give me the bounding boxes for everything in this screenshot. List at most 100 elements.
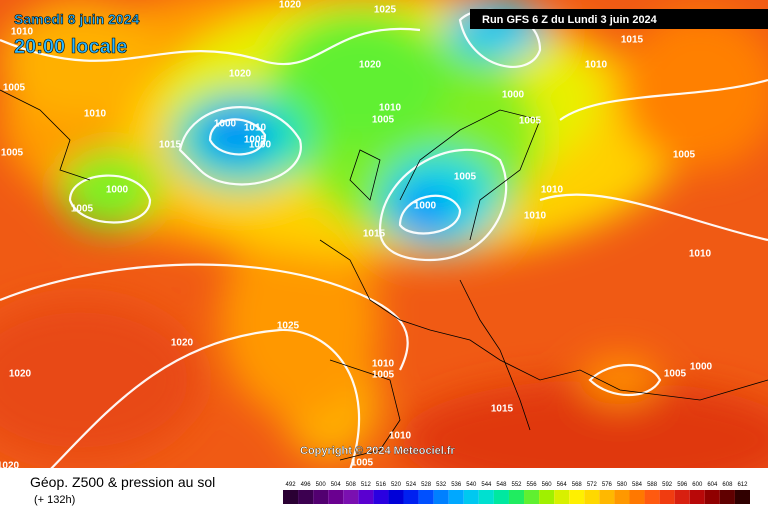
isobar-label: 1015 bbox=[621, 35, 644, 46]
scale-swatch bbox=[343, 490, 359, 504]
scale-label: 492 bbox=[286, 482, 297, 488]
scale-swatch bbox=[433, 490, 449, 504]
scale-label: 608 bbox=[722, 482, 733, 488]
scale-label: 580 bbox=[617, 482, 628, 488]
scale-label: 508 bbox=[346, 482, 357, 488]
isobars bbox=[0, 8, 768, 481]
isobar-labels: 1025102010151010100510101005101510201020… bbox=[0, 0, 713, 472]
isobar-label: 1005 bbox=[351, 458, 374, 469]
scale-label: 528 bbox=[421, 482, 432, 488]
footer-lead: (+ 132h) bbox=[34, 494, 75, 506]
scale-swatch bbox=[298, 490, 314, 504]
scale-label: 592 bbox=[662, 482, 673, 488]
scale-label: 596 bbox=[677, 482, 688, 488]
isobar-label: 1000 bbox=[214, 119, 237, 130]
isobar-label: 1020 bbox=[9, 369, 32, 380]
color-scale: 492 496 500 504 508 512 516 520 524 528 532 536 540 5… bbox=[283, 482, 750, 504]
scale-swatch bbox=[719, 490, 735, 504]
scale-swatch bbox=[448, 490, 464, 504]
scale-label: 564 bbox=[557, 482, 568, 488]
isobar-label: 1010 bbox=[244, 123, 267, 134]
run-info: Run GFS 6 Z du Lundi 3 juin 2024 bbox=[482, 14, 658, 26]
scale-swatch bbox=[554, 490, 570, 504]
scale-swatch bbox=[313, 490, 329, 504]
isobar-label: 1020 bbox=[171, 338, 194, 349]
scale-swatch bbox=[508, 490, 525, 504]
scale-swatch bbox=[659, 490, 675, 504]
isobar-label: 1005 bbox=[454, 172, 477, 183]
scale-label: 500 bbox=[316, 482, 327, 488]
isobar-label: 1000 bbox=[106, 185, 129, 196]
scale-swatch bbox=[689, 490, 705, 504]
isobar-label: 1005 bbox=[372, 370, 395, 381]
scale-swatch bbox=[403, 490, 419, 504]
scale-swatch bbox=[418, 490, 434, 504]
scale-label: 576 bbox=[602, 482, 613, 488]
scale-label: 548 bbox=[496, 482, 507, 488]
coastlines bbox=[0, 89, 768, 461]
scale-label: 568 bbox=[572, 482, 583, 488]
scale-swatch bbox=[734, 490, 750, 504]
isobar-label: 1005 bbox=[3, 83, 26, 94]
isobar-label: 1010 bbox=[524, 211, 547, 222]
scale-label: 536 bbox=[451, 482, 462, 488]
scale-swatch bbox=[283, 490, 299, 504]
isobar-label: 1010 bbox=[11, 27, 34, 38]
isobar-label: 1015 bbox=[363, 229, 386, 240]
scale-swatch bbox=[629, 490, 645, 504]
scale-label: 516 bbox=[376, 482, 387, 488]
scale-label: 544 bbox=[481, 482, 492, 488]
isobar-label: 1020 bbox=[359, 60, 382, 71]
isobar-label: 1025 bbox=[374, 5, 397, 16]
scale-swatch bbox=[704, 490, 720, 504]
isobar-label: 1010 bbox=[389, 431, 412, 442]
isobar-label: 1010 bbox=[689, 249, 712, 260]
isobar-label: 1015 bbox=[159, 140, 182, 151]
scale-label: 512 bbox=[361, 482, 372, 488]
forecast-time: 20:00 locale bbox=[14, 36, 127, 58]
scale-label: 552 bbox=[511, 482, 522, 488]
scale-label: 588 bbox=[647, 482, 658, 488]
scale-label: 560 bbox=[542, 482, 553, 488]
scale-label: 540 bbox=[466, 482, 477, 488]
geopotential-field bbox=[0, 0, 768, 500]
isobar-label: 1010 bbox=[379, 103, 402, 114]
scale-swatch bbox=[373, 490, 389, 504]
scale-swatch bbox=[539, 490, 555, 504]
isobar-label: 1015 bbox=[491, 404, 514, 415]
isobar-label: 1005 bbox=[673, 150, 696, 161]
scale-swatch bbox=[584, 490, 600, 504]
isobar-label: 1010 bbox=[541, 185, 564, 196]
scale-label: 504 bbox=[331, 482, 342, 488]
isobar-label: 1020 bbox=[0, 461, 20, 472]
scale-swatch bbox=[674, 490, 690, 504]
isobar-label: 1005 bbox=[664, 369, 687, 380]
isobar-label: 1005 bbox=[71, 204, 94, 215]
scale-swatch bbox=[328, 490, 344, 504]
isobar-label: 1000 bbox=[414, 201, 437, 212]
scale-swatch bbox=[358, 490, 374, 504]
isobar-label: 1005 bbox=[1, 148, 24, 159]
copyright: Copyright © 2024 Meteociel.fr bbox=[300, 445, 456, 457]
scale-label: 604 bbox=[707, 482, 718, 488]
isobar-label: 1020 bbox=[279, 0, 302, 11]
scale-label: 520 bbox=[391, 482, 402, 488]
scale-swatch bbox=[569, 490, 585, 504]
scale-label: 572 bbox=[587, 482, 598, 488]
scale-swatch bbox=[493, 490, 509, 504]
scale-label: 524 bbox=[406, 482, 417, 488]
isobar-label: 1000 bbox=[249, 140, 272, 151]
scale-swatch bbox=[644, 490, 660, 504]
scale-label: 584 bbox=[632, 482, 643, 488]
scale-swatch bbox=[463, 490, 479, 504]
isobar-label: 1010 bbox=[372, 359, 395, 370]
isobar-label: 1025 bbox=[277, 321, 300, 332]
isobar-label: 1005 bbox=[244, 135, 267, 146]
isobar-label: 1005 bbox=[519, 116, 542, 127]
isobar-label: 1010 bbox=[585, 60, 608, 71]
scale-swatch bbox=[524, 490, 540, 504]
isobar-label: 1010 bbox=[84, 109, 107, 120]
scale-swatch bbox=[388, 490, 404, 504]
